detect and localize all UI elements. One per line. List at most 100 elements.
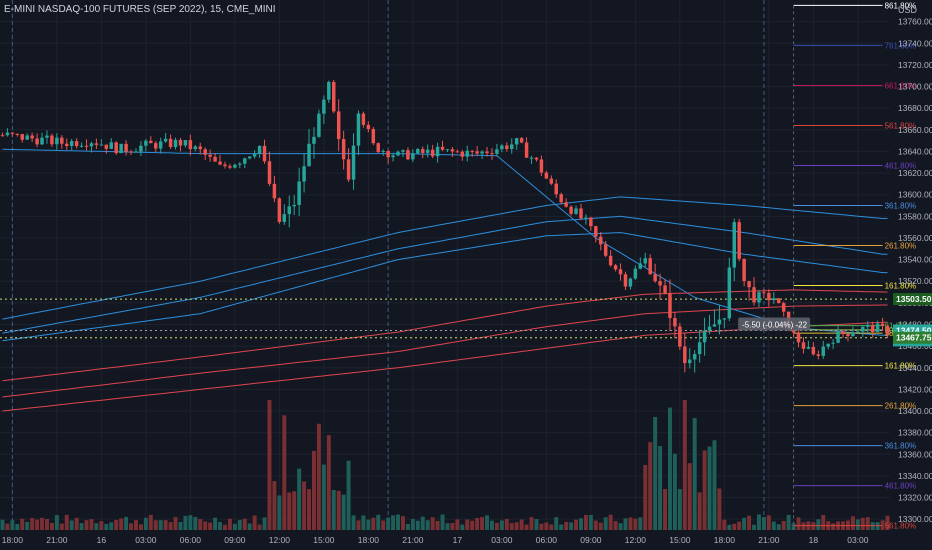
candle-body[interactable]	[623, 274, 628, 287]
candle-body[interactable]	[10, 132, 15, 134]
candle-body[interactable]	[327, 81, 331, 100]
candle-body[interactable]	[257, 145, 262, 154]
candle-body[interactable]	[50, 135, 54, 145]
candle-body[interactable]	[757, 292, 761, 303]
candle-body[interactable]	[243, 158, 247, 164]
candle-body[interactable]	[811, 346, 816, 355]
candle-body[interactable]	[717, 319, 722, 325]
candle-body[interactable]	[30, 135, 34, 139]
candle-body[interactable]	[35, 138, 39, 145]
candle-body[interactable]	[40, 137, 44, 145]
candle-body[interactable]	[129, 151, 133, 153]
candle-body[interactable]	[505, 145, 509, 150]
candle-body[interactable]	[386, 151, 390, 158]
candle-body[interactable]	[866, 324, 870, 327]
candle-body[interactable]	[361, 113, 366, 125]
candle-body[interactable]	[109, 142, 113, 149]
candle-body[interactable]	[702, 330, 707, 343]
candle-body[interactable]	[366, 124, 371, 130]
candle-body[interactable]	[831, 342, 835, 344]
candle-body[interactable]	[613, 265, 618, 270]
candle-body[interactable]	[65, 143, 69, 146]
candle-body[interactable]	[870, 324, 875, 333]
candle-body[interactable]	[460, 151, 465, 157]
candle-body[interactable]	[104, 144, 109, 149]
candle-body[interactable]	[233, 164, 237, 168]
candle-body[interactable]	[668, 293, 672, 318]
candle-body[interactable]	[376, 143, 380, 153]
candle-body[interactable]	[777, 298, 781, 304]
candle-body[interactable]	[861, 326, 865, 332]
candle-body[interactable]	[697, 342, 702, 355]
candle-body[interactable]	[114, 142, 118, 154]
candle-body[interactable]	[752, 287, 756, 303]
candle-body[interactable]	[594, 226, 598, 237]
candle-body[interactable]	[267, 161, 272, 184]
candle-body[interactable]	[608, 255, 613, 266]
candle-body[interactable]	[683, 346, 687, 364]
candle-body[interactable]	[480, 151, 484, 154]
candle-body[interactable]	[603, 244, 608, 256]
candle-body[interactable]	[178, 139, 183, 146]
candle-body[interactable]	[213, 156, 217, 162]
candle-body[interactable]	[411, 153, 415, 160]
candle-body[interactable]	[430, 149, 435, 157]
measure-tool[interactable]: -5.50 (-0.04%) -22	[738, 317, 811, 331]
candle-body[interactable]	[514, 138, 519, 145]
candle-body[interactable]	[60, 137, 64, 144]
candle-body[interactable]	[495, 149, 499, 154]
candle-body[interactable]	[673, 317, 677, 327]
candle-body[interactable]	[134, 151, 138, 153]
candle-body[interactable]	[287, 206, 291, 215]
candle-body[interactable]	[25, 135, 29, 140]
candle-body[interactable]	[772, 298, 776, 301]
candle-body[interactable]	[846, 334, 850, 337]
candle-body[interactable]	[416, 149, 420, 154]
candle-body[interactable]	[549, 178, 554, 184]
candle-body[interactable]	[574, 208, 578, 214]
candle-body[interactable]	[228, 166, 232, 168]
candle-body[interactable]	[658, 281, 662, 286]
candle-body[interactable]	[534, 157, 539, 160]
candle-body[interactable]	[781, 303, 786, 312]
candle-body[interactable]	[252, 153, 257, 157]
candle-body[interactable]	[262, 145, 267, 162]
candles[interactable]	[0, 79, 890, 373]
candle-body[interactable]	[490, 153, 494, 155]
candle-body[interactable]	[791, 330, 796, 333]
candle-body[interactable]	[119, 143, 123, 154]
candle-body[interactable]	[692, 354, 697, 360]
candle-body[interactable]	[747, 281, 751, 288]
candle-body[interactable]	[425, 149, 430, 153]
candle-body[interactable]	[816, 354, 821, 356]
candle-body[interactable]	[569, 206, 573, 214]
candle-body[interactable]	[247, 156, 252, 159]
candle-body[interactable]	[336, 111, 341, 140]
candle-body[interactable]	[707, 326, 712, 331]
candle-body[interactable]	[643, 258, 647, 264]
candle-body[interactable]	[465, 150, 469, 157]
candle-body[interactable]	[406, 150, 410, 160]
candle-body[interactable]	[15, 133, 20, 135]
candle-body[interactable]	[554, 183, 558, 195]
candle-body[interactable]	[401, 150, 405, 152]
candle-body[interactable]	[737, 222, 741, 259]
candle-body[interactable]	[20, 134, 24, 140]
candle-body[interactable]	[302, 166, 306, 182]
candle-body[interactable]	[742, 258, 746, 282]
candle-body[interactable]	[801, 342, 806, 349]
candle-body[interactable]	[524, 142, 529, 158]
candle-body[interactable]	[796, 332, 801, 343]
candle-body[interactable]	[826, 343, 830, 347]
candle-body[interactable]	[589, 217, 593, 227]
candle-body[interactable]	[188, 140, 193, 150]
candle-body[interactable]	[880, 323, 885, 327]
candle-body[interactable]	[628, 278, 633, 287]
time-axis[interactable]: 18:00 21:00 16 03:00 06:00 09:00 12:00 15:00 18:…	[2, 535, 869, 545]
candle-body[interactable]	[510, 144, 514, 150]
candle-body[interactable]	[885, 326, 890, 335]
candle-body[interactable]	[5, 132, 10, 136]
candle-body[interactable]	[173, 139, 178, 148]
candle-body[interactable]	[821, 346, 825, 356]
